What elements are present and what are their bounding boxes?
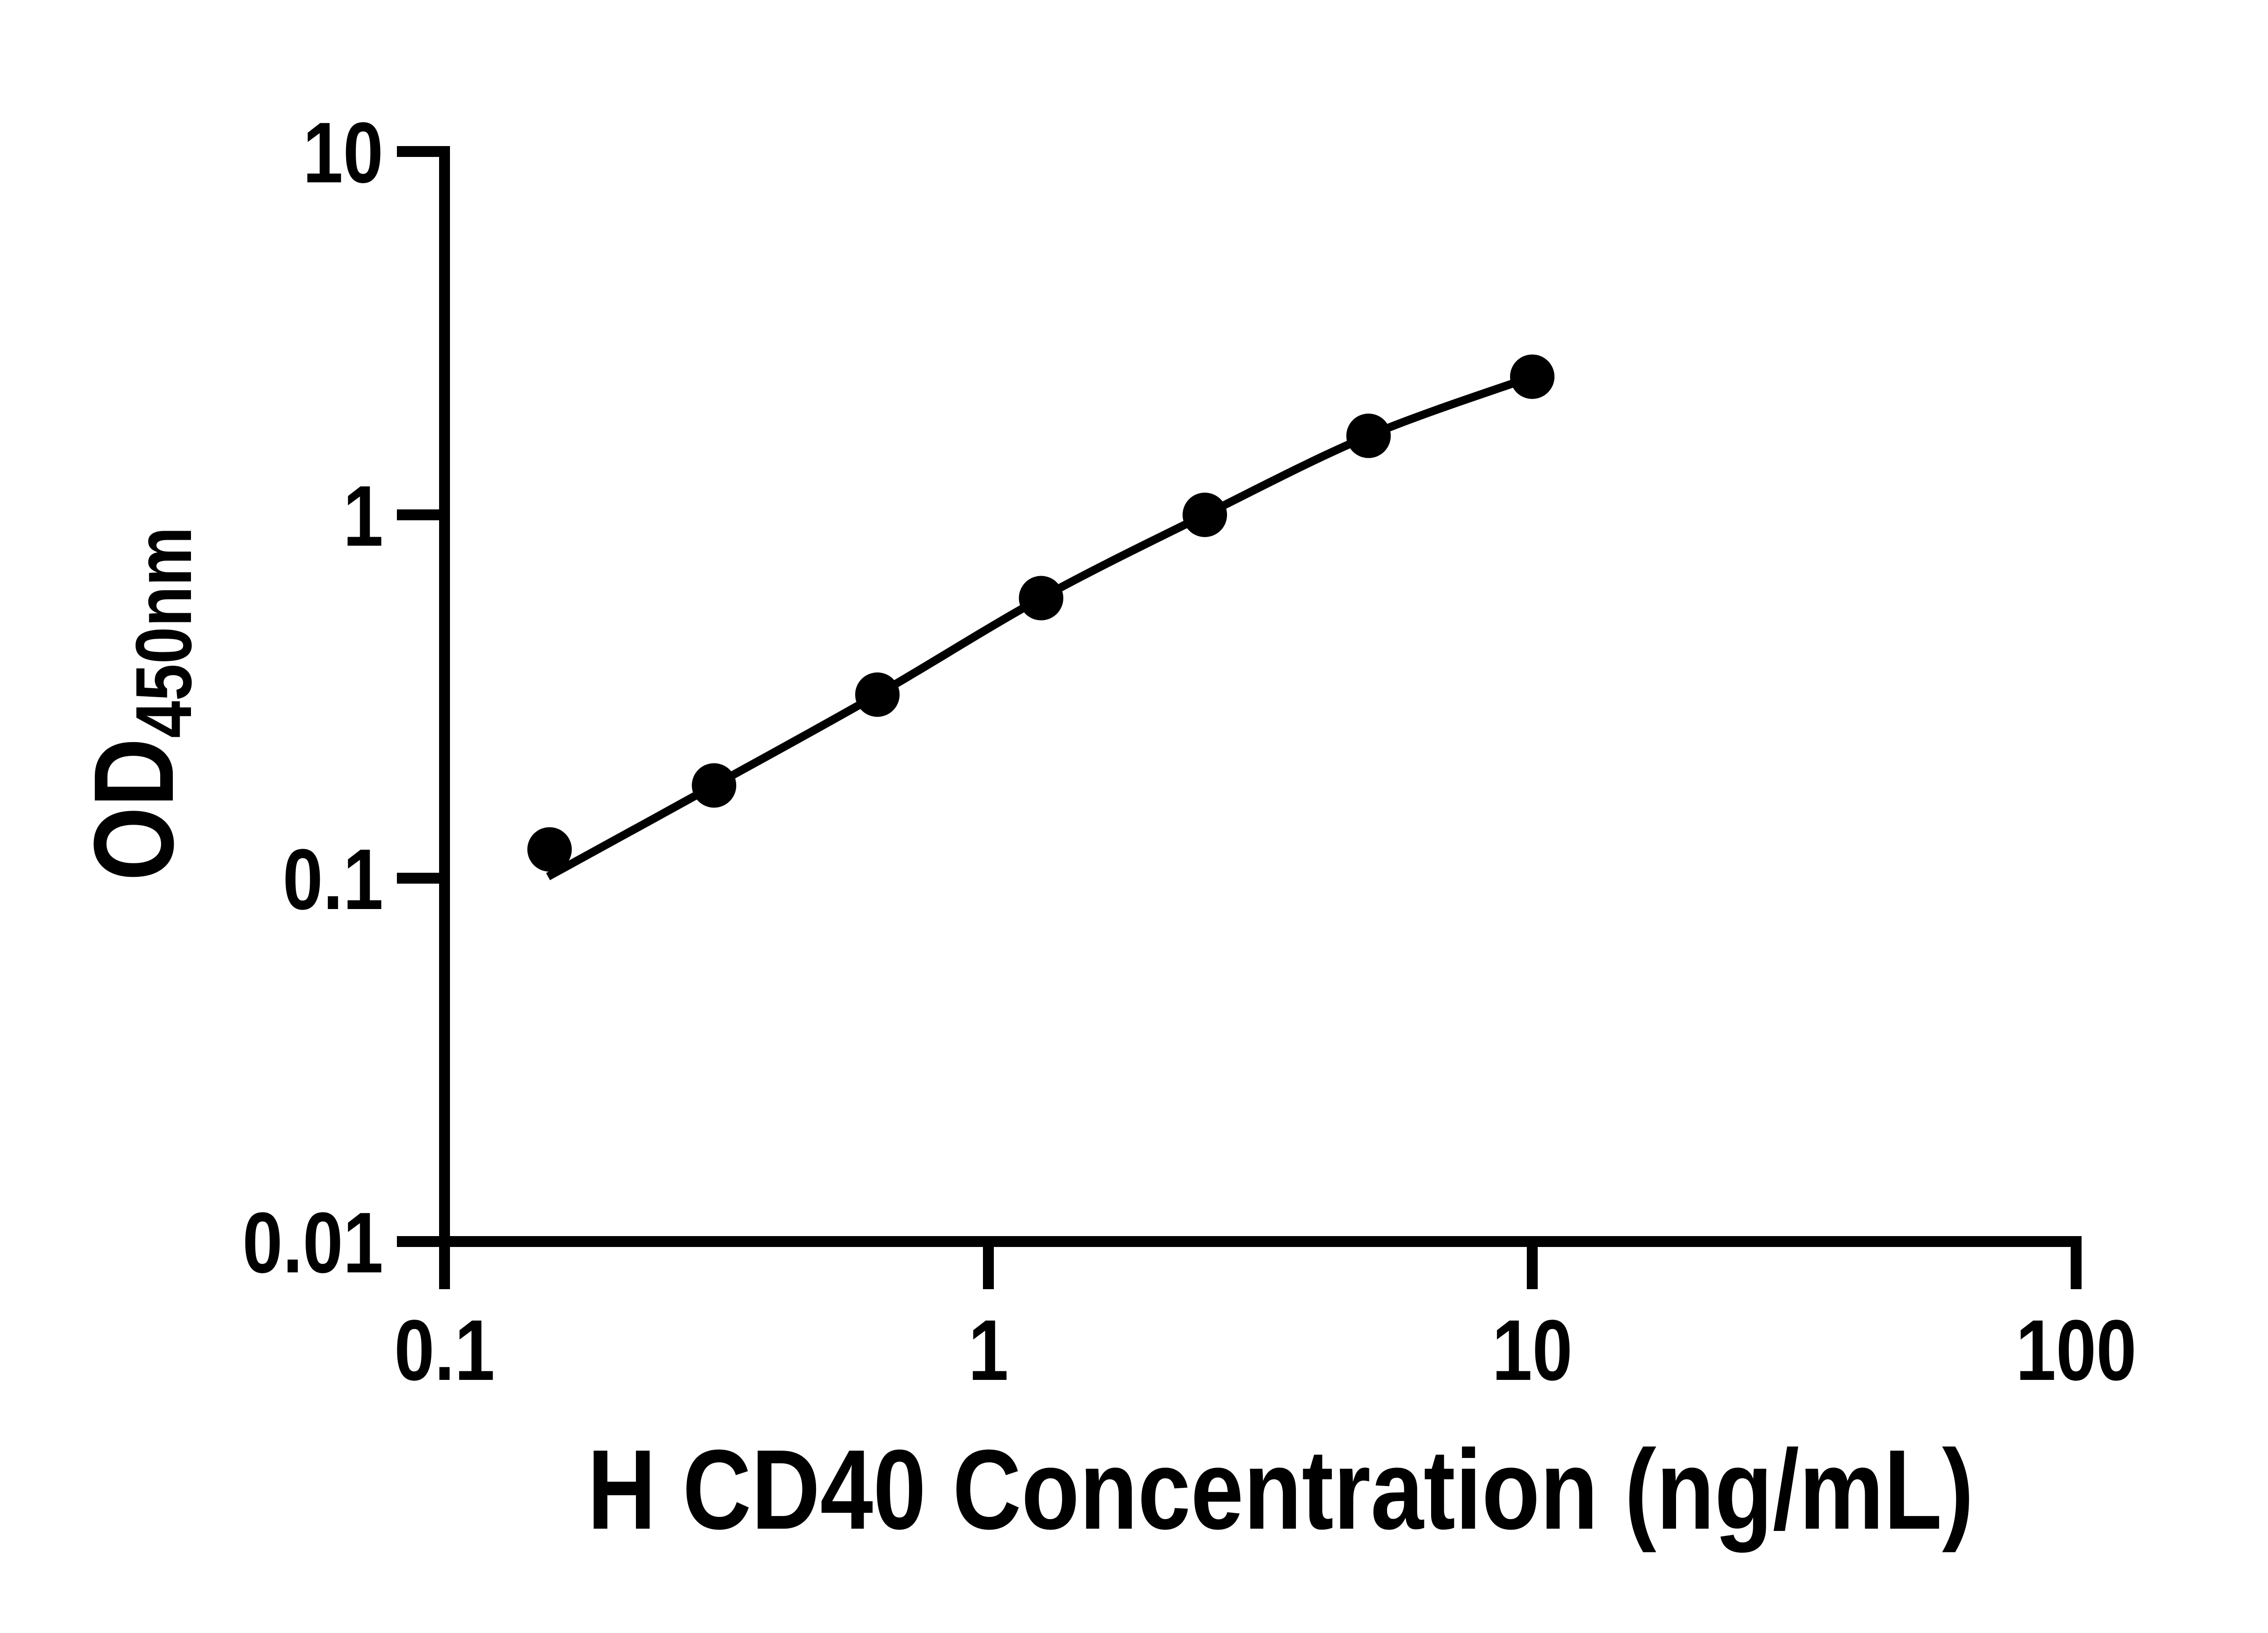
y-axis-title: OD450nm (70, 527, 208, 881)
data-point (855, 672, 900, 717)
y-tick-label: 1 (343, 468, 383, 564)
fit-curve-group (546, 373, 1534, 880)
data-point (527, 827, 572, 872)
y-tick-label: 0.01 (242, 1195, 383, 1291)
x-axis-title: H CD40 Concentration (ng/mL) (587, 1426, 1974, 1553)
axes-group (397, 146, 2082, 1289)
fit-curve (546, 373, 1534, 880)
data-point (1346, 413, 1391, 458)
x-tick-label: 100 (2016, 1302, 2136, 1398)
data-point (1019, 576, 1064, 621)
data-points-group (527, 354, 1554, 872)
y-tick-label: 10 (303, 105, 383, 201)
x-tick-label: 10 (1492, 1302, 1573, 1398)
data-point (692, 763, 737, 808)
y-axis-title-subscript: 450nm (120, 527, 208, 738)
x-tick-label: 1 (968, 1302, 1009, 1398)
data-point (1510, 354, 1554, 399)
data-point (1183, 493, 1227, 537)
y-tick-label: 0.1 (283, 831, 383, 928)
x-tick-label: 0.1 (394, 1302, 495, 1398)
y-axis-title-main: OD (70, 738, 197, 881)
